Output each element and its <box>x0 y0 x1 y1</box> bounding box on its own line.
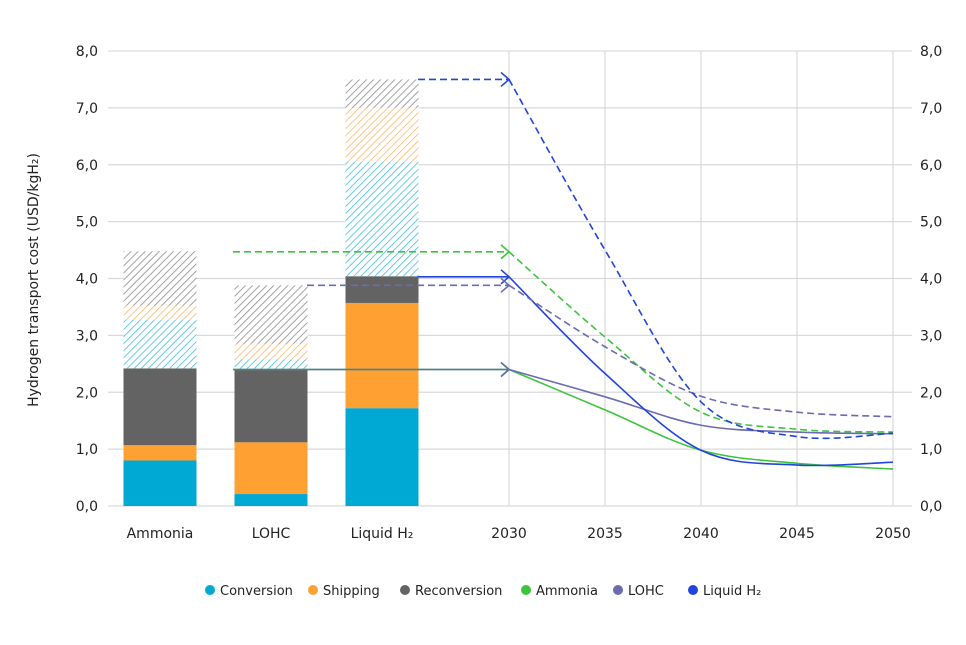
y-tick-left: 1,0 <box>76 442 98 458</box>
y-tick-right: 4,0 <box>920 272 942 288</box>
bar-segment-hatched-2 <box>345 107 419 162</box>
legend-marker-icon <box>400 585 410 595</box>
bar-segment-reconversion-2 <box>345 276 419 303</box>
bars <box>123 79 419 506</box>
y-tick-left: 8,0 <box>76 44 98 60</box>
x-tick-label: Liquid H₂ <box>351 526 414 542</box>
y-tick-right: 8,0 <box>920 44 942 60</box>
legend-label: LOHC <box>628 584 664 599</box>
x-tick-label: 2030 <box>491 526 527 542</box>
arrowhead-icon <box>500 71 511 88</box>
y-tick-right: 5,0 <box>920 215 942 231</box>
x-tick-label: LOHC <box>252 526 291 542</box>
bar-segment-conversion-2 <box>345 408 419 506</box>
y-tick-left: 5,0 <box>76 215 98 231</box>
bar-segment-shipping-1 <box>234 442 308 495</box>
legend-label: Liquid H₂ <box>703 584 761 599</box>
y-tick-left: 3,0 <box>76 328 98 344</box>
bar-segment-hatched-0 <box>123 320 197 369</box>
y-tick-right: 2,0 <box>920 385 942 401</box>
bar-segment-hatched-2 <box>345 161 419 277</box>
y-tick-right: 0,0 <box>920 499 942 515</box>
bar-segment-hatched-0 <box>123 251 197 306</box>
bar-segment-hatched-1 <box>234 343 308 360</box>
line-series-dashed-dashed <box>508 79 894 440</box>
x-tick-label: 2035 <box>587 526 623 542</box>
line-series-dashed-dashed <box>508 284 894 418</box>
bar-segment-hatched-2 <box>345 79 419 108</box>
legend-marker-icon <box>688 585 698 595</box>
legend-marker-icon <box>308 585 318 595</box>
y-axis-title: Hydrogen transport cost (USD/kgH₂) <box>26 153 42 407</box>
legend-label: Ammonia <box>536 584 598 599</box>
legend-marker-icon <box>521 585 531 595</box>
x-tick-label: 2045 <box>779 526 815 542</box>
line-series-dashed-dashed <box>508 251 894 433</box>
x-tick-label: Ammonia <box>127 526 194 542</box>
legend-marker-icon <box>205 585 215 595</box>
legend: Conversion Shipping Reconversion Ammonia LOH… <box>205 584 761 599</box>
y-tick-left: 7,0 <box>76 101 98 117</box>
bar-segment-hatched-1 <box>234 285 308 344</box>
y-tick-right: 6,0 <box>920 158 942 174</box>
bar-segment-shipping-2 <box>345 302 419 409</box>
y-tick-left: 0,0 <box>76 499 98 515</box>
bar-segment-reconversion-0 <box>123 368 197 446</box>
y-tick-right: 7,0 <box>920 101 942 117</box>
ticks: 0,0 0,0 1,0 1,0 2,0 2,0 3,0 3,0 4,0 4,0 5,0 5,0 6,0 6… <box>76 44 943 542</box>
bar-segment-hatched-0 <box>123 305 197 321</box>
y-tick-right: 1,0 <box>920 442 942 458</box>
bar-segment-hatched-1 <box>234 359 308 370</box>
y-tick-right: 3,0 <box>920 328 942 344</box>
y-tick-left: 2,0 <box>76 385 98 401</box>
x-tick-label: 2050 <box>875 526 911 542</box>
legend-marker-icon <box>613 585 623 595</box>
bar-segment-reconversion-1 <box>234 369 308 443</box>
x-tick-label: 2040 <box>683 526 719 542</box>
y-tick-left: 4,0 <box>76 272 98 288</box>
legend-label: Conversion <box>220 584 293 599</box>
bar-segment-conversion-1 <box>234 494 308 506</box>
bar-segment-shipping-0 <box>123 445 197 461</box>
y-tick-left: 6,0 <box>76 158 98 174</box>
line-series-liquid-h--solid <box>508 276 894 467</box>
legend-label: Shipping <box>323 584 380 599</box>
bar-segment-conversion-0 <box>123 460 197 506</box>
legend-label: Reconversion <box>415 584 502 599</box>
line-series-lohc-solid <box>508 368 894 435</box>
lines <box>233 71 894 470</box>
